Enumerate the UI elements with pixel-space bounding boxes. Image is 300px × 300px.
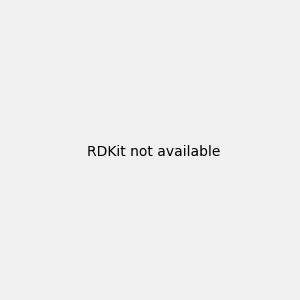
Text: RDKit not available: RDKit not available xyxy=(87,145,220,158)
